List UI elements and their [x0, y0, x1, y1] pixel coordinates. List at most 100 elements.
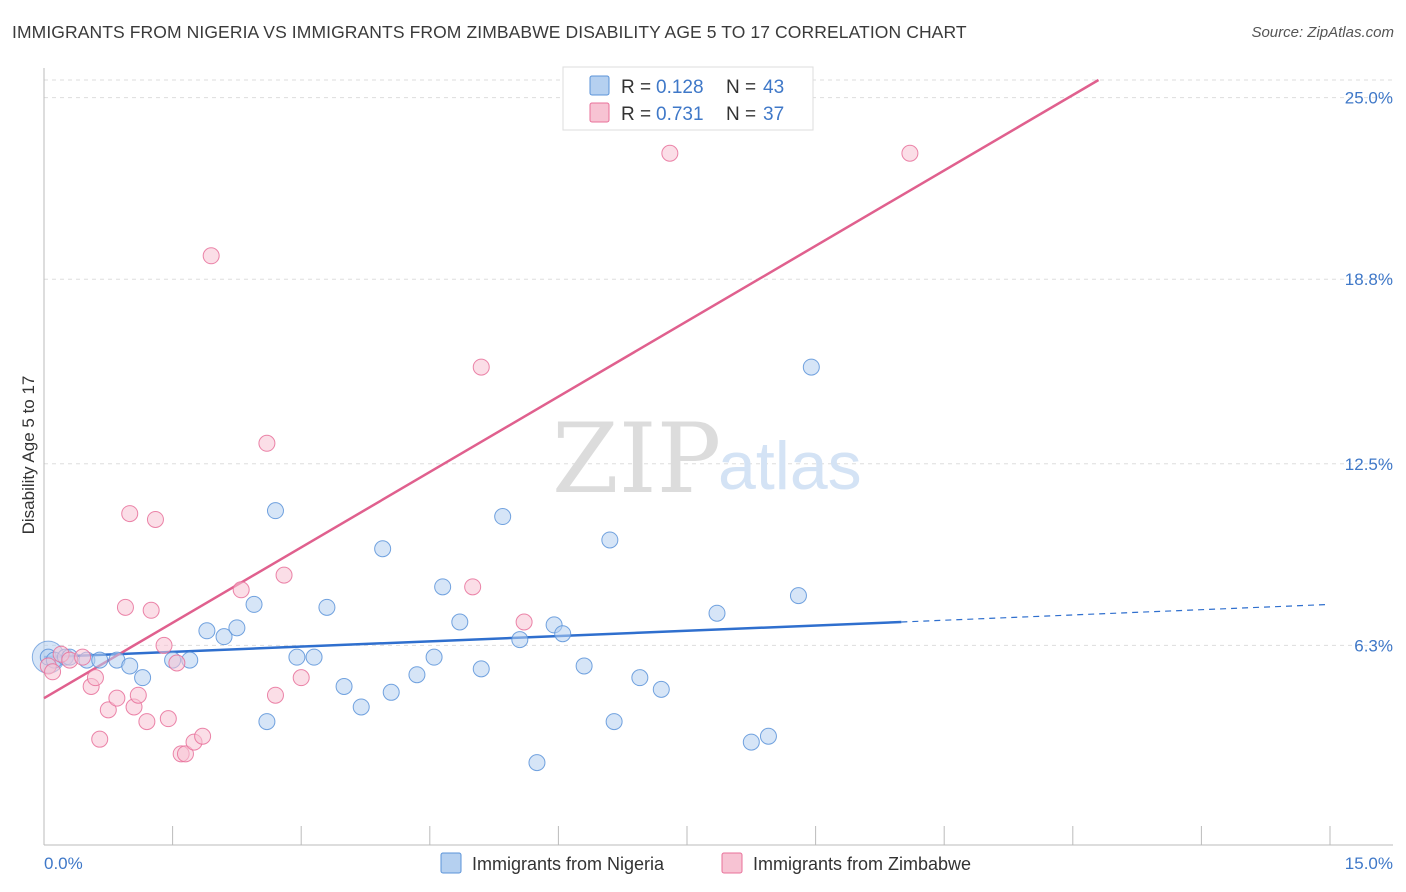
data-points [31, 144, 919, 772]
legend-nigeria-label: Immigrants from Nigeria [472, 854, 665, 874]
x-tick-label-max: 15.0% [1345, 854, 1393, 873]
data-point-nigeria [631, 669, 649, 687]
data-point-nigeria [335, 677, 353, 695]
data-point-nigeria [374, 540, 392, 558]
data-point-nigeria [228, 619, 246, 637]
legend-n-nigeria: 43 [763, 77, 784, 98]
stats-legend: R = 0.128 N = 43 R = 0.731 N = 37 [562, 66, 814, 131]
data-point-zimbabwe [129, 686, 147, 704]
data-point-zimbabwe [44, 663, 62, 681]
watermark: ZIP atlas [552, 403, 862, 515]
grid-lines [44, 79, 1393, 646]
data-point-nigeria [605, 713, 623, 731]
legend-zimbabwe-swatch [721, 852, 743, 874]
source-label: Source: ZipAtlas.com [1251, 24, 1394, 41]
nigeria-swatch [589, 75, 610, 96]
data-point-nigeria [198, 622, 216, 640]
data-point-zimbabwe [121, 505, 139, 523]
legend-n-zimbabwe: 37 [763, 104, 784, 125]
data-point-nigeria [652, 680, 670, 698]
legend-zimbabwe-label: Immigrants from Zimbabwe [753, 854, 971, 874]
data-point-nigeria [288, 648, 306, 666]
data-point-zimbabwe [258, 434, 276, 452]
trend-line-nigeria-extension [901, 603, 1331, 623]
trend-line-zimbabwe [43, 78, 1100, 700]
data-point-nigeria [258, 713, 276, 731]
data-point-zimbabwe [168, 654, 186, 672]
series-legend: Immigrants from Nigeria Immigrants from … [440, 852, 971, 874]
data-point-zimbabwe [146, 510, 164, 528]
data-point-zimbabwe [91, 730, 109, 748]
data-point-nigeria [802, 358, 820, 376]
trend-lines [43, 78, 1331, 700]
data-point-zimbabwe [661, 144, 679, 162]
legend-n-label-zimbabwe: N = [726, 104, 756, 125]
data-point-zimbabwe [159, 710, 177, 728]
legend-nigeria-swatch [440, 852, 462, 874]
data-point-zimbabwe [155, 636, 173, 654]
data-point-zimbabwe [142, 601, 160, 619]
data-point-nigeria [789, 587, 807, 605]
watermark-atlas: atlas [718, 428, 862, 504]
data-point-nigeria [266, 502, 284, 520]
data-point-zimbabwe [99, 701, 117, 719]
chart-title: IMMIGRANTS FROM NIGERIA VS IMMIGRANTS FR… [12, 22, 967, 42]
data-point-nigeria [91, 651, 109, 669]
data-point-zimbabwe [901, 144, 919, 162]
data-point-nigeria [352, 698, 370, 716]
legend-r-label-nigeria: R = [621, 77, 651, 98]
zimbabwe-swatch [589, 102, 610, 123]
data-point-nigeria [575, 657, 593, 675]
data-point-nigeria [382, 683, 400, 701]
data-point-nigeria [134, 669, 152, 687]
data-point-nigeria [708, 604, 726, 622]
data-point-zimbabwe [202, 247, 220, 265]
data-point-nigeria [215, 628, 233, 646]
y-tick-label: 12.5% [1345, 455, 1393, 474]
legend-r-label-zimbabwe: R = [621, 104, 651, 125]
legend-r-zimbabwe: 0.731 [656, 104, 704, 125]
data-point-nigeria [528, 754, 546, 772]
data-point-nigeria [511, 631, 529, 649]
data-point-nigeria [742, 733, 760, 751]
data-point-zimbabwe [108, 689, 126, 707]
data-point-zimbabwe [116, 598, 134, 616]
data-point-nigeria [318, 598, 336, 616]
data-point-nigeria [472, 660, 490, 678]
y-tick-label: 18.8% [1345, 270, 1393, 289]
y-axis-label: Disability Age 5 to 17 [19, 376, 38, 535]
data-point-zimbabwe [464, 578, 482, 596]
data-point-nigeria [759, 727, 777, 745]
data-point-nigeria [121, 657, 139, 675]
y-tick-label: 6.3% [1354, 636, 1393, 655]
legend-r-nigeria: 0.128 [656, 77, 704, 98]
data-point-nigeria [425, 648, 443, 666]
trend-line-nigeria [43, 620, 902, 659]
data-point-nigeria [408, 666, 426, 684]
data-point-zimbabwe [194, 727, 212, 745]
data-point-nigeria [305, 648, 323, 666]
data-point-nigeria [601, 531, 619, 549]
data-point-zimbabwe [266, 686, 284, 704]
data-point-zimbabwe [472, 358, 490, 376]
data-point-zimbabwe [176, 745, 194, 763]
data-point-nigeria [554, 625, 572, 643]
y-tick-label: 25.0% [1345, 89, 1393, 108]
data-point-zimbabwe [515, 613, 533, 631]
data-point-nigeria [245, 595, 263, 613]
data-point-nigeria [434, 578, 452, 596]
axes [43, 68, 1393, 846]
data-point-zimbabwe [138, 713, 156, 731]
legend-n-label-nigeria: N = [726, 77, 756, 98]
data-point-zimbabwe [275, 566, 293, 584]
data-point-zimbabwe [74, 648, 92, 666]
x-tick-label-min: 0.0% [44, 854, 83, 873]
watermark-zip: ZIP [552, 403, 721, 515]
data-point-zimbabwe [86, 669, 104, 687]
y-tick-labels: 6.3% 12.5% 18.8% 25.0% [1345, 89, 1393, 656]
data-point-nigeria [494, 508, 512, 526]
data-point-zimbabwe [232, 581, 250, 599]
data-point-nigeria [451, 613, 469, 631]
data-point-zimbabwe [292, 669, 310, 687]
